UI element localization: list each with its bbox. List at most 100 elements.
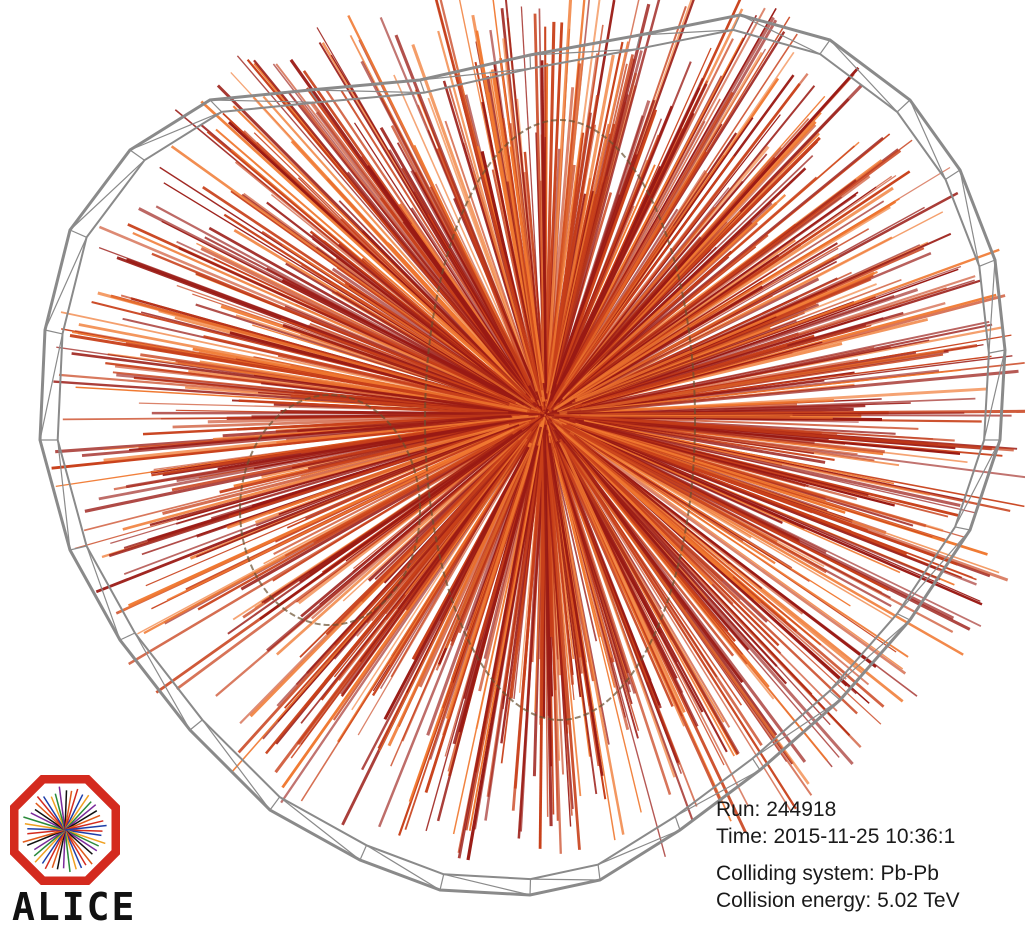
- track-line: [561, 145, 770, 395]
- logo-ray: [64, 829, 93, 865]
- track-line: [436, 147, 531, 385]
- track-line: [176, 416, 536, 483]
- track-line: [195, 422, 522, 558]
- track-line: [307, 132, 538, 405]
- detector-strut: [134, 632, 191, 731]
- track-line: [544, 21, 556, 398]
- track-line: [379, 126, 539, 401]
- track-line: [547, 53, 599, 399]
- track-line: [552, 430, 685, 727]
- track-line: [266, 201, 537, 410]
- detector-strut: [419, 67, 531, 81]
- track-line: [573, 434, 730, 565]
- track-line: [562, 133, 891, 402]
- track-line: [445, 423, 543, 720]
- track-line: [353, 122, 532, 395]
- logo-ray: [54, 793, 66, 831]
- track-line: [547, 425, 642, 813]
- track-line: [579, 265, 962, 404]
- logo-ray: [58, 786, 66, 831]
- track-line: [548, 413, 833, 420]
- track-line: [550, 50, 643, 391]
- logo-ray: [23, 816, 66, 831]
- track-line: [51, 419, 511, 470]
- track-line: [580, 427, 977, 586]
- track-line: [554, 242, 838, 412]
- track-line: [556, 114, 781, 403]
- logo-ray: [33, 829, 66, 851]
- detector-strut: [597, 829, 681, 866]
- track-line: [163, 182, 536, 410]
- track-line: [549, 51, 795, 409]
- track-line: [583, 323, 993, 410]
- track-line: [575, 416, 875, 462]
- track-line: [546, 429, 575, 701]
- detector-strut: [57, 439, 71, 551]
- detector-strut: [732, 14, 741, 31]
- detector-strut: [752, 699, 841, 759]
- track-line: [545, 415, 882, 725]
- track-line: [474, 425, 545, 830]
- track-line: [282, 323, 510, 406]
- detector-strut: [529, 48, 637, 56]
- alice-logo-icon: [10, 775, 120, 885]
- track-line: [215, 128, 528, 399]
- track-line: [502, 117, 544, 391]
- detector-strut: [439, 874, 445, 891]
- track-line: [290, 140, 527, 396]
- detector-strut: [129, 111, 222, 151]
- detector-strut: [419, 79, 425, 93]
- track-line: [540, 60, 548, 400]
- track-line: [128, 428, 524, 666]
- track-line: [557, 191, 859, 406]
- track-line: [436, 426, 543, 822]
- middle-barrel-ring: [424, 119, 696, 721]
- detector-strut: [896, 99, 911, 113]
- track-line: [78, 323, 528, 413]
- track-line: [404, 430, 532, 596]
- detector-strut: [529, 54, 532, 69]
- track-line: [166, 421, 530, 602]
- track-line: [300, 433, 519, 618]
- detector-strut: [674, 816, 681, 831]
- detector-strut: [988, 349, 1006, 354]
- logo-ray: [35, 802, 66, 831]
- detector-strut: [44, 329, 63, 335]
- collision-energy: Collision energy: 5.02 TeV: [716, 889, 960, 912]
- logo-ray: [64, 814, 101, 831]
- detector-strut: [530, 878, 601, 881]
- track-line: [151, 252, 515, 405]
- track-line: [383, 446, 530, 720]
- track-line: [558, 438, 763, 746]
- track-line: [345, 415, 545, 562]
- track-line: [581, 369, 961, 412]
- track-line: [56, 346, 518, 414]
- track-line: [390, 429, 539, 767]
- detector-strut: [819, 39, 831, 55]
- track-line: [175, 422, 517, 525]
- track-line: [261, 382, 532, 416]
- track-line: [559, 441, 686, 713]
- track-line: [276, 415, 539, 444]
- track-line: [574, 416, 859, 423]
- track-line: [546, 418, 792, 811]
- logo-ray: [24, 823, 66, 831]
- detector-strut: [954, 526, 971, 531]
- track-line: [567, 369, 1019, 415]
- track-line: [71, 352, 523, 413]
- track-line: [206, 131, 544, 414]
- track-line: [434, 183, 538, 400]
- track-line: [558, 419, 933, 538]
- logo-starburst: [22, 786, 107, 873]
- logo-ray: [50, 796, 66, 831]
- track-line: [544, 41, 629, 413]
- colliding-system: Colliding system: Pb-Pb: [716, 862, 939, 885]
- detector-strut: [69, 229, 87, 238]
- logo-ray: [33, 829, 66, 857]
- track-line: [557, 438, 740, 755]
- track-line: [581, 426, 868, 533]
- detector-strut: [529, 879, 532, 896]
- track-line: [544, 450, 574, 809]
- detector-strut: [945, 169, 961, 180]
- track-line: [379, 419, 543, 689]
